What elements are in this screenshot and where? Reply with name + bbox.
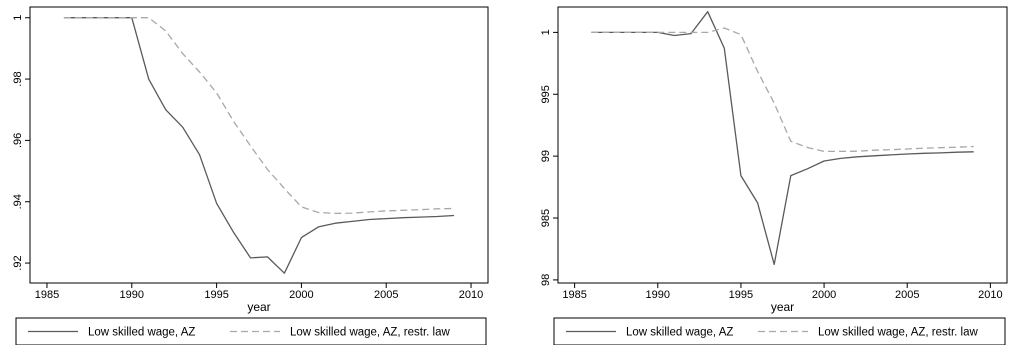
plot-frame (557, 6, 1008, 284)
y-tick-label: .94 (12, 194, 24, 209)
y-tick-label: 995 (540, 85, 552, 103)
x-axis-title: year (771, 300, 794, 314)
legend-box (553, 317, 1006, 345)
legend-box (15, 317, 487, 345)
x-tick-label: 2005 (374, 289, 398, 301)
x-tick-label: 2005 (895, 289, 919, 301)
legend-label-2: Low skilled wage, AZ, restr. law (290, 327, 450, 339)
legend-label-2: Low skilled wage, AZ, restr. law (818, 327, 978, 339)
x-tick-label: 2010 (459, 289, 483, 301)
y-tick-label: 1 (12, 15, 24, 21)
series-line-2 (591, 27, 974, 153)
x-tick-label: 1995 (204, 289, 228, 301)
x-tick-label: 2010 (978, 289, 1002, 301)
y-tick-label: .98 (12, 71, 24, 86)
plot-frame (29, 6, 489, 284)
y-tick-label: .92 (12, 255, 24, 270)
chart-right: 1985 1990 1995 2000 2005 2010 98 985 99 995 1 year L… (540, 6, 1008, 345)
x-tick-label: 1990 (120, 289, 144, 301)
y-tick-label: 98 (540, 274, 552, 286)
legend-label-1: Low skilled wage, AZ (88, 327, 195, 339)
x-tick-label: 1990 (646, 289, 670, 301)
y-tick-label: 985 (540, 209, 552, 227)
series-line-2 (63, 17, 455, 215)
series-line-1 (591, 11, 974, 266)
legend-label-1: Low skilled wage, AZ (626, 327, 733, 339)
x-axis-title: year (247, 300, 270, 314)
series-line-1 (63, 17, 455, 274)
x-tick-label: 1985 (562, 289, 586, 301)
chart-left: 1985 1990 1995 2000 2005 2010 .92 .94 .96 .98 1 yea… (12, 6, 489, 345)
x-tick-label: 1985 (35, 289, 59, 301)
x-tick-label: 2000 (289, 289, 313, 301)
x-tick-label: 2000 (812, 289, 836, 301)
y-tick-label: 1 (540, 29, 552, 35)
x-tick-label: 1995 (729, 289, 753, 301)
y-tick-label: 99 (540, 150, 552, 162)
y-tick-label: .96 (12, 133, 24, 148)
